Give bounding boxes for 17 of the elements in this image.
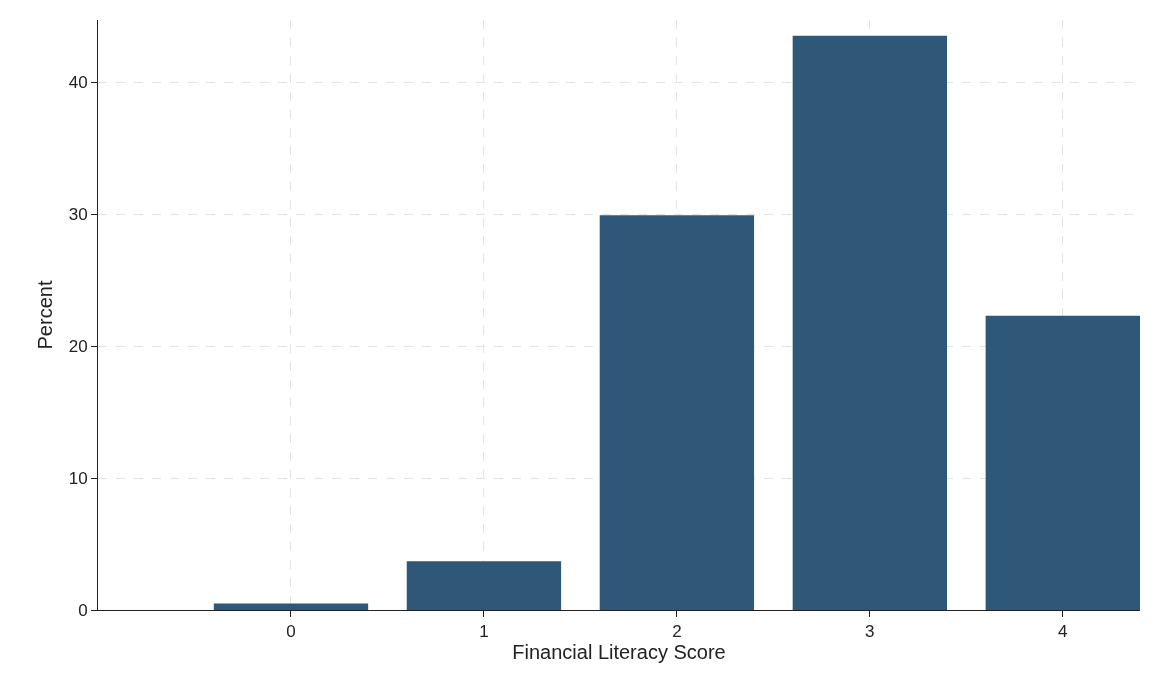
y-tick-label: 30 xyxy=(68,204,88,224)
x-tick-label: 0 xyxy=(286,622,296,642)
y-axis-title: Percent xyxy=(34,280,57,350)
bar xyxy=(406,561,562,610)
x-axis-title: Financial Literacy Score xyxy=(512,641,726,664)
y-tick-label: 10 xyxy=(68,468,88,488)
bar xyxy=(213,603,369,610)
x-tick-label: 1 xyxy=(479,622,489,642)
x-tick-label: 3 xyxy=(865,622,875,642)
y-tick-label: 40 xyxy=(68,72,88,92)
y-tick-label: 20 xyxy=(68,336,88,356)
bar xyxy=(792,35,948,610)
y-tick-label: 0 xyxy=(78,600,88,620)
bar xyxy=(985,315,1140,610)
x-tick-label: 2 xyxy=(672,622,682,642)
bar xyxy=(599,215,755,610)
x-tick-label: 4 xyxy=(1058,622,1068,642)
